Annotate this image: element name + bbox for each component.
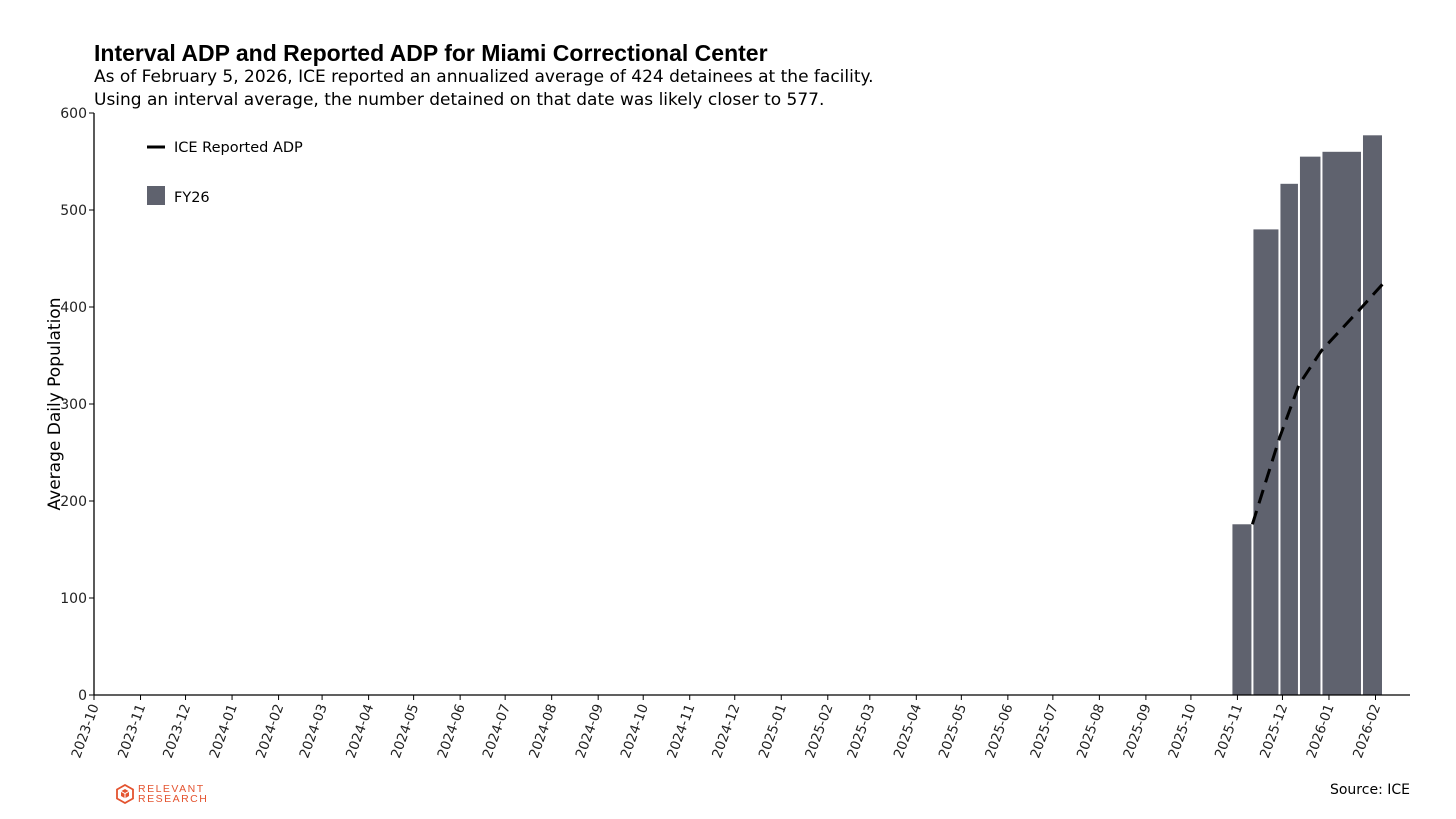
x-tick-label: 2024-09: [573, 702, 607, 760]
bar-3: [1280, 183, 1298, 695]
legend-bar-swatch: [147, 186, 165, 205]
x-tick-label: 2025-06: [982, 702, 1016, 760]
chart-subtitle-line-1: As of February 5, 2026, ICE reported an …: [94, 67, 874, 87]
bar-4: [1299, 156, 1321, 695]
chart-subtitle-line-2: Using an interval average, the number de…: [94, 90, 825, 110]
brand-logo-line-1: RELEVANT: [138, 783, 205, 795]
y-tick-label: 400: [60, 300, 87, 316]
line-layer: [1250, 282, 1385, 525]
x-tick-label: 2024-05: [388, 702, 422, 760]
x-tick-label: 2025-01: [756, 702, 790, 760]
y-tick-label: 600: [60, 106, 87, 122]
x-tick-label: 2025-12: [1257, 702, 1291, 760]
x-tick-label: 2026-01: [1303, 702, 1337, 760]
x-tick-label: 2026-02: [1350, 702, 1384, 760]
axes-layer: 0 100 200 300 400 500 600 2023-10 2023-11 2023-12…: [60, 106, 1410, 760]
y-tick-label: 200: [60, 494, 87, 510]
brand-logo: RELEVANT RESEARCH: [116, 784, 208, 804]
x-tick-label: 2024-11: [664, 702, 698, 760]
bars-layer: [1232, 135, 1382, 696]
x-tick-label: 2024-07: [480, 702, 514, 760]
ice-reported-adp-line: [1250, 282, 1385, 525]
brand-logo-line-2: RESEARCH: [138, 793, 209, 805]
x-tick-label: 2023-10: [68, 702, 102, 760]
x-tick-label: 2025-10: [1165, 702, 1199, 760]
x-tick-label: 2025-08: [1074, 702, 1108, 760]
bar-2: [1253, 229, 1279, 695]
bar-5: [1322, 151, 1361, 696]
x-tick-label: 2025-02: [802, 702, 836, 760]
x-tick-label: 2023-11: [115, 702, 149, 760]
y-tick-label: 500: [60, 203, 87, 219]
x-tick-label: 2024-01: [207, 702, 241, 760]
y-axis-label: Average Daily Population: [45, 298, 65, 511]
chart-title: Interval ADP and Reported ADP for Miami …: [94, 40, 768, 66]
x-tick-label: 2025-05: [936, 702, 970, 760]
legend-label-ice-reported-adp: ICE Reported ADP: [174, 140, 303, 156]
bar-6: [1362, 135, 1382, 695]
x-tick-label: 2024-06: [435, 702, 469, 760]
x-tick-label: 2025-04: [891, 702, 925, 760]
x-tick-label: 2024-04: [343, 702, 377, 760]
x-tick-label: 2024-08: [526, 702, 560, 760]
y-tick-label: 0: [78, 688, 87, 704]
y-tick-label: 100: [60, 591, 87, 607]
x-tick-label: 2025-07: [1027, 702, 1061, 760]
hexagon-cube-icon: [116, 784, 134, 804]
source-note: Source: ICE: [1329, 782, 1410, 798]
brand-logo-text: RELEVANT RESEARCH: [138, 783, 209, 805]
x-tick-label: 2024-12: [709, 702, 743, 760]
bar-1: [1232, 524, 1252, 695]
legend: ICE Reported ADP FY26: [147, 140, 303, 206]
y-tick-label: 300: [60, 397, 87, 413]
x-tick-label: 2025-03: [844, 702, 878, 760]
x-tick-label: 2025-09: [1120, 702, 1154, 760]
x-tick-label: 2023-12: [160, 702, 194, 760]
x-tick-label: 2024-03: [297, 702, 331, 760]
legend-label-fy26: FY26: [174, 190, 210, 206]
x-tick-label: 2025-11: [1212, 702, 1246, 760]
x-tick-label: 2024-10: [618, 702, 652, 760]
x-tick-label: 2024-02: [253, 702, 287, 760]
